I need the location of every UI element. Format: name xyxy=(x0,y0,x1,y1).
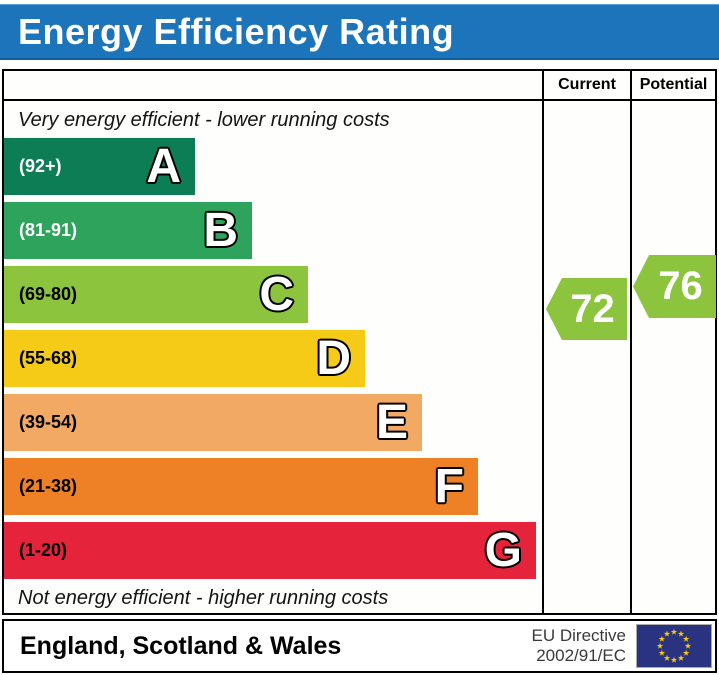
top-note: Very energy efficient - lower running co… xyxy=(18,109,390,131)
band-g: (1-20) G xyxy=(4,522,536,579)
footer-bar: England, Scotland & Wales EU Directive 2… xyxy=(2,619,717,673)
potential-rating-arrow: 76 xyxy=(633,255,716,318)
band-a: (92+) A xyxy=(4,138,195,195)
band-a-letter: A xyxy=(146,139,181,193)
band-g-range: (1-20) xyxy=(19,540,68,560)
band-e: (39-54) E xyxy=(4,394,422,451)
band-e-range: (39-54) xyxy=(19,412,78,432)
energy-rating-chart: Current Potential Very energy efficient … xyxy=(2,69,717,615)
potential-column-header: Potential xyxy=(630,71,715,101)
bottom-note: Not energy efficient - higher running co… xyxy=(18,587,389,609)
current-rating-arrow: 72 xyxy=(546,278,627,340)
page-title-bar: Energy Efficiency Rating xyxy=(0,4,719,60)
band-a-range: (92+) xyxy=(19,156,62,176)
band-d-range: (55-68) xyxy=(19,348,78,368)
current-rating-value: 72 xyxy=(570,286,615,331)
band-f-letter: F xyxy=(434,459,464,513)
current-column-header: Current xyxy=(542,71,630,101)
eu-directive-line2: 2002/91/EC xyxy=(536,646,626,665)
page-title: Energy Efficiency Rating xyxy=(18,10,455,52)
potential-rating-value: 76 xyxy=(658,264,703,308)
band-d: (55-68) D xyxy=(4,330,365,387)
band-c-range: (69-80) xyxy=(19,284,78,304)
rating-scale-header-spacer xyxy=(4,71,542,101)
band-b-letter: B xyxy=(203,203,238,257)
rating-bands-area: Very energy efficient - lower running co… xyxy=(4,101,542,613)
band-c-letter: C xyxy=(259,267,294,321)
band-d-letter: D xyxy=(316,331,351,385)
region-label: England, Scotland & Wales xyxy=(20,631,342,660)
band-g-letter: G xyxy=(484,523,522,577)
band-b-range: (81-91) xyxy=(19,220,78,240)
band-b: (81-91) B xyxy=(4,202,252,259)
eu-directive-label: EU Directive 2002/91/EC xyxy=(532,626,626,667)
band-c: (69-80) C xyxy=(4,266,308,323)
eu-directive-line1: EU Directive xyxy=(531,625,626,645)
potential-column: 76 xyxy=(630,101,716,613)
band-e-letter: E xyxy=(375,395,408,449)
band-f-range: (21-38) xyxy=(19,476,78,496)
current-column: 72 xyxy=(542,101,630,613)
eu-flag-icon xyxy=(636,624,712,668)
band-f: (21-38) F xyxy=(4,458,478,515)
